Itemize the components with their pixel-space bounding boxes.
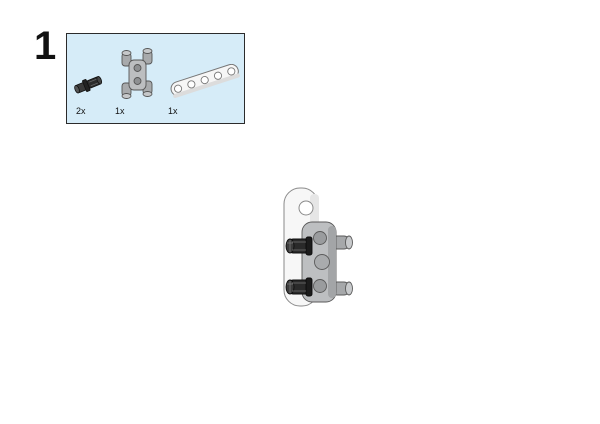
part-quantity-cross-block: 1x [115, 106, 125, 116]
step-number: 1 [34, 24, 57, 68]
black-pin-assembled-top [285, 236, 313, 256]
white-beam-icon [170, 64, 240, 98]
part-quantity-pin: 2x [76, 106, 86, 116]
black-axle-pin-icon [74, 76, 103, 94]
part-quantity-beam: 1x [168, 106, 178, 116]
parts-list-callout: 2x 1x 1x [66, 33, 245, 124]
black-pin-assembled-bottom [285, 277, 313, 297]
step-assembly-illustration [283, 187, 353, 307]
gray-cross-block-icon [121, 48, 153, 99]
